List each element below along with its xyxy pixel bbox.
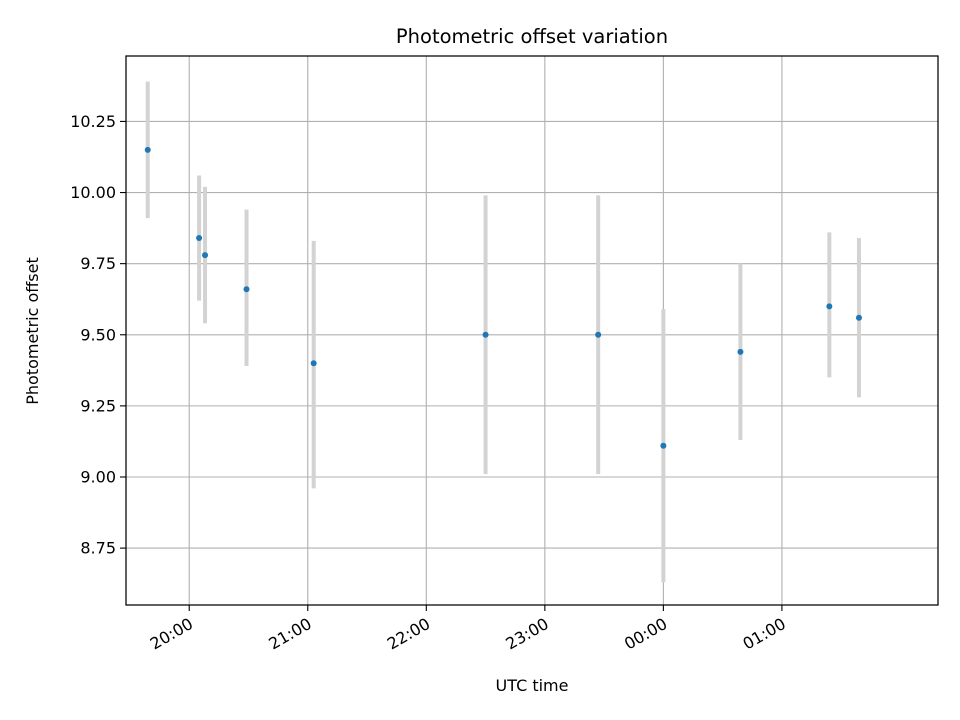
y-tick-label: 10.00 — [70, 183, 116, 202]
data-point — [737, 348, 744, 355]
y-tick-label: 10.25 — [70, 112, 116, 131]
y-tick-label: 9.00 — [80, 467, 116, 486]
data-point — [310, 360, 317, 367]
chart-title: Photometric offset variation — [396, 25, 668, 48]
y-axis-label: Photometric offset — [23, 257, 42, 405]
data-point — [243, 286, 250, 293]
data-point — [855, 314, 862, 321]
data-point — [660, 442, 667, 449]
data-point — [595, 331, 602, 338]
y-tick-label: 8.75 — [80, 539, 116, 558]
x-axis-label: UTC time — [496, 676, 569, 695]
y-axis-ticks: 8.75 9.00 9.25 9.50 9.75 10.00 10.25 — [70, 112, 126, 558]
data-point — [826, 303, 833, 310]
data-point — [482, 331, 489, 338]
data-point — [144, 146, 151, 153]
y-tick-label: 9.75 — [80, 254, 116, 273]
data-points — [144, 146, 862, 449]
y-tick-label: 9.50 — [80, 325, 116, 344]
data-point — [202, 252, 209, 259]
y-tick-label: 9.25 — [80, 396, 116, 415]
data-point — [196, 235, 203, 242]
plot-frame — [125, 55, 939, 606]
grid — [126, 56, 938, 605]
